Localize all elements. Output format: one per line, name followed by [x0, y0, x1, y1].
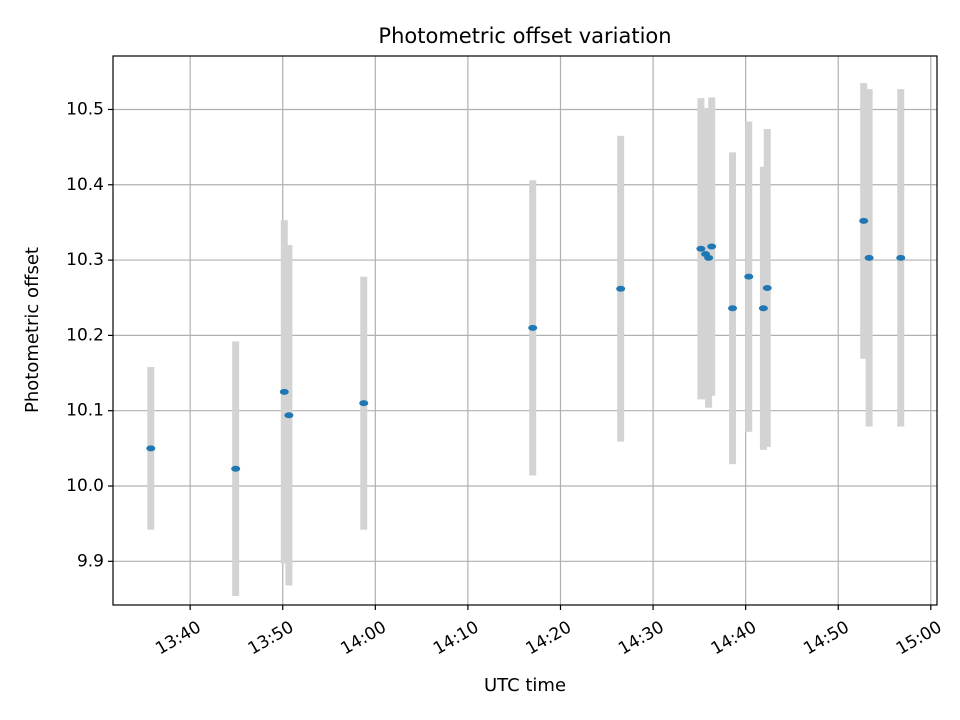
y-tick-label: 10.1 [66, 401, 104, 421]
data-point [704, 254, 714, 261]
plot-frame [112, 55, 938, 606]
y-axis-title: Photometric offset [22, 247, 43, 413]
data-point [896, 254, 906, 261]
y-tick-label: 9.9 [77, 551, 104, 571]
y-axis-ticks: 9.9 10.0 10.1 10.2 10.3 10.4 10.5 [66, 99, 113, 571]
y-tick-label: 10.3 [66, 250, 104, 270]
data-points [146, 217, 906, 472]
data-point [859, 217, 869, 224]
y-tick-label: 10.5 [66, 99, 104, 119]
y-tick-label: 10.0 [66, 476, 104, 496]
chart-title: Photometric offset variation [378, 24, 671, 48]
data-point [758, 305, 768, 312]
data-point [359, 400, 369, 407]
x-axis-title: UTC time [484, 675, 566, 696]
data-point [231, 465, 241, 472]
y-tick-label: 10.4 [66, 175, 104, 195]
data-point [762, 284, 772, 291]
data-point [696, 245, 706, 252]
data-point [744, 273, 754, 280]
data-point [616, 285, 626, 292]
data-point [284, 412, 294, 419]
grid-lines [113, 56, 937, 605]
data-point [528, 324, 538, 331]
data-point [146, 445, 156, 452]
data-point [864, 254, 874, 261]
data-point [279, 388, 289, 395]
data-point [728, 305, 738, 312]
y-tick-label: 10.2 [66, 325, 104, 345]
data-point [707, 243, 717, 250]
